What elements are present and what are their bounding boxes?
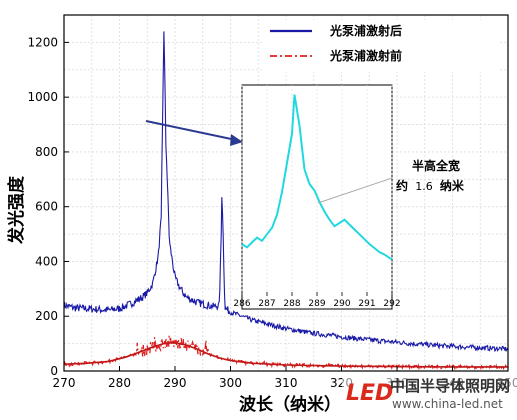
zoom-arrowhead [230,134,243,146]
watermark-logo-text: LED [346,381,393,406]
inset-x-tick-label: 286 [233,299,250,309]
y-tick-label: 800 [35,145,58,159]
inset-grid [241,85,393,296]
fwhm-value: 1.6 [415,180,433,193]
y-tick-label: 200 [35,309,58,323]
fwhm-label-line2: 约 1.6 纳米 [396,178,465,193]
legend-label-before: 光泵浦激射前 [329,48,402,63]
zoom-arrow [145,120,237,141]
x-axis-label: 波长（纳米） [239,394,341,415]
y-tick-label: 400 [35,254,58,268]
y-tick-label: 600 [35,200,58,214]
fwhm-unit: 纳米 [440,178,465,193]
inset-chart: 286 287 288 289 290 291 292 [233,84,401,310]
y-axis-label: 发光强度 [6,175,27,245]
legend-label-after: 光泵浦激射后 [329,23,402,38]
inset-ticks: 286 287 288 289 290 291 292 [233,292,401,309]
series-layer [63,31,509,371]
x-tick-label: 280 [108,376,131,390]
y-tick-label: 1000 [27,90,58,104]
y-tick-label: 0 [50,364,58,378]
inset-x-tick-label: 287 [258,299,275,309]
x-tick-label: 290 [164,376,187,390]
watermark-url: www.china-led.net [392,397,503,411]
x-tick-label: 270 [53,376,76,390]
fwhm-label-line1: 半高全宽 [412,158,460,173]
inset-x-tick-label: 289 [308,299,325,309]
x-tick-label: 300 [219,376,242,390]
inset-x-tick-label: 292 [383,299,400,309]
watermark-site-name: 中国半导体照明网 [390,377,510,395]
inset-series [241,94,393,261]
watermark-backdrop [342,377,517,416]
fwhm-pointer [317,177,393,204]
inset-x-tick-label: 291 [358,299,375,309]
legend: 光泵浦激射后 光泵浦激射前 [262,20,498,72]
watermark: LED 中国半导体照明网 www.china-led.net [342,377,517,416]
fwhm-prefix: 约 [396,178,408,193]
inset-x-tick-label: 290 [333,299,350,309]
legend-box [262,20,498,72]
series-smooth-before [63,341,508,368]
x-tick-label: 310 [275,376,298,390]
inset-x-tick-label: 288 [283,299,300,309]
series-line-0 [63,31,509,353]
inset-series-line [241,94,393,261]
y-tick-label: 1200 [27,35,58,49]
